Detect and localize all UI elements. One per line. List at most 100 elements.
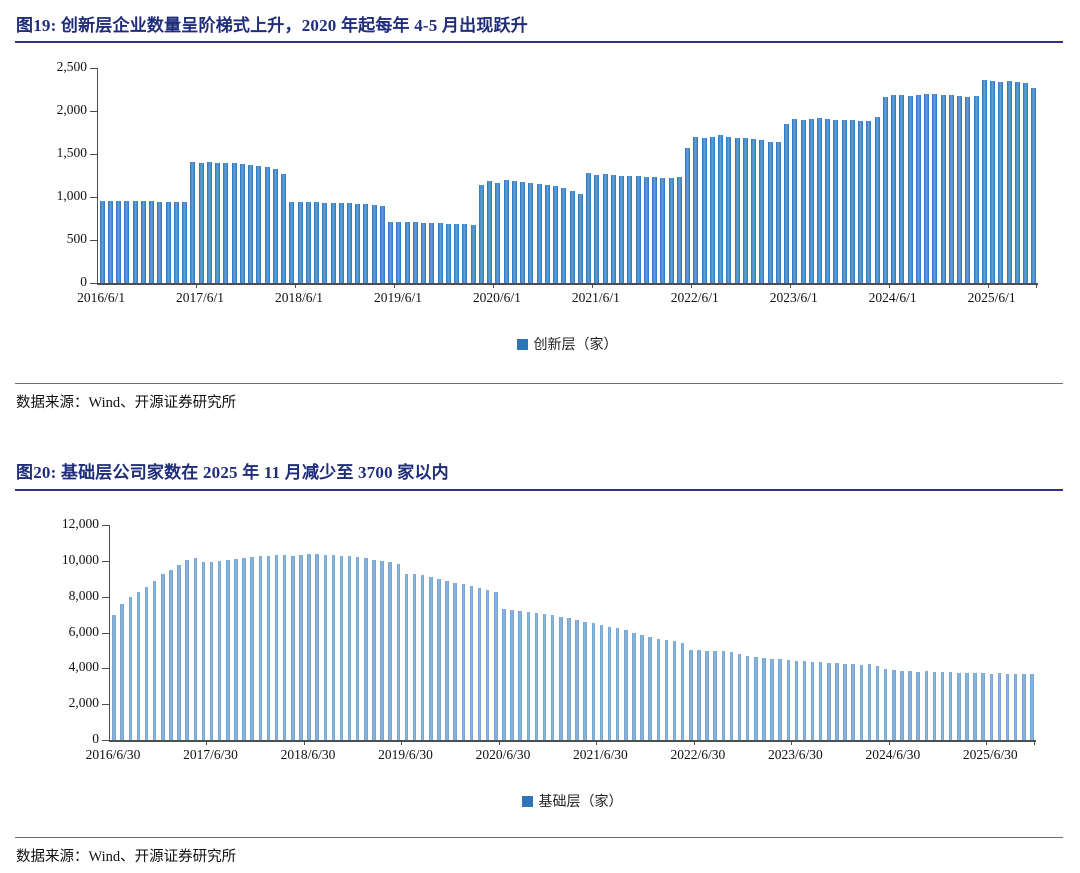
bar xyxy=(494,592,498,740)
figure20-source: 数据来源：Wind、开源证券研究所 xyxy=(16,849,237,865)
bar xyxy=(161,573,165,740)
bar xyxy=(502,609,506,740)
bar xyxy=(372,559,376,740)
bar xyxy=(973,672,977,740)
bar xyxy=(1022,674,1026,740)
bar xyxy=(185,560,189,740)
bar xyxy=(656,638,661,740)
bar xyxy=(226,559,230,740)
y-axis-tick xyxy=(102,632,109,634)
bar xyxy=(338,203,344,283)
x-tick-label: 2025/6/30 xyxy=(962,747,1018,762)
bar xyxy=(973,95,979,283)
bar xyxy=(182,202,188,283)
bar xyxy=(307,553,311,740)
bar xyxy=(371,205,377,283)
y-axis-tick xyxy=(102,668,109,670)
bar xyxy=(583,621,587,740)
bar xyxy=(705,650,709,740)
figure19-legend-label: 创新层（家） xyxy=(533,338,618,353)
bar xyxy=(619,175,625,283)
bar xyxy=(827,662,831,740)
bar xyxy=(544,184,550,283)
x-axis-tick xyxy=(888,284,890,288)
bar xyxy=(591,623,596,740)
bar xyxy=(575,619,579,740)
bar xyxy=(173,202,179,283)
x-axis-tick xyxy=(1034,741,1035,745)
bar xyxy=(762,657,766,740)
bar xyxy=(742,138,748,283)
bar xyxy=(193,558,198,740)
bar xyxy=(957,96,963,283)
bar xyxy=(421,222,427,283)
bar xyxy=(217,560,222,740)
figure20-chart: 12,000 10,000 8,000 6,000 4,000 2,000 0 2016/6/… xyxy=(62,516,1036,762)
bar xyxy=(989,673,994,740)
bar xyxy=(339,555,344,740)
bar xyxy=(997,673,1002,740)
bar xyxy=(169,569,173,740)
y-tick-label: 6,000 xyxy=(68,623,99,639)
bar xyxy=(281,173,287,283)
bar xyxy=(599,624,604,740)
bar xyxy=(215,162,221,283)
x-tick-label: 2020/6/30 xyxy=(475,747,531,762)
y-axis-tick xyxy=(90,283,97,284)
bar xyxy=(713,651,717,740)
bar xyxy=(858,121,864,283)
y-tick-label: 1,500 xyxy=(56,145,87,160)
bar xyxy=(784,123,789,283)
bar xyxy=(396,221,402,283)
y-tick-label: 1,000 xyxy=(56,188,87,203)
bar xyxy=(899,94,905,283)
bar xyxy=(833,119,839,283)
x-tick-label: 2020/6/1 xyxy=(472,290,521,305)
bar xyxy=(445,223,451,283)
figure19-legend-swatch xyxy=(516,338,528,350)
x-axis-tick xyxy=(690,284,692,288)
bar xyxy=(981,80,987,283)
bar xyxy=(404,573,409,740)
bar xyxy=(520,181,526,283)
bar xyxy=(940,94,946,283)
x-axis-tick xyxy=(986,741,988,745)
x-tick-label: 2023/6/1 xyxy=(769,290,818,305)
figure20-legend-swatch xyxy=(521,795,533,807)
bar xyxy=(355,203,361,283)
bar xyxy=(553,186,559,283)
bar xyxy=(664,640,669,740)
x-tick-label: 2021/6/1 xyxy=(571,290,620,305)
bar xyxy=(140,201,146,283)
bar xyxy=(291,555,295,740)
x-tick-label: 2021/6/30 xyxy=(573,747,628,762)
bar xyxy=(685,148,691,283)
bar xyxy=(559,616,563,740)
bar xyxy=(875,665,880,740)
bar xyxy=(495,183,501,283)
y-tick-label: 12,000 xyxy=(61,516,99,531)
x-tick-label: 2019/6/1 xyxy=(373,290,422,305)
bar xyxy=(234,558,238,740)
bar xyxy=(250,556,254,740)
bar xyxy=(818,662,823,740)
bar xyxy=(297,202,303,283)
bar xyxy=(892,670,896,740)
bar xyxy=(315,554,319,740)
y-tick-label: 2,000 xyxy=(68,695,99,711)
bar xyxy=(120,603,124,740)
bar xyxy=(778,659,782,740)
x-tick-label: 2018/6/1 xyxy=(275,290,324,305)
bar xyxy=(165,201,171,283)
bar xyxy=(404,222,410,283)
bar xyxy=(331,555,336,740)
bar xyxy=(701,137,707,283)
bar xyxy=(518,610,522,740)
y-tick-label: 10,000 xyxy=(61,551,99,567)
bar xyxy=(643,176,649,283)
bar xyxy=(379,206,385,283)
figure20-legend-label: 基础层（家） xyxy=(538,795,623,810)
x-tick-label: 2024/6/30 xyxy=(865,747,921,762)
bar xyxy=(470,225,476,283)
bar xyxy=(528,182,534,283)
